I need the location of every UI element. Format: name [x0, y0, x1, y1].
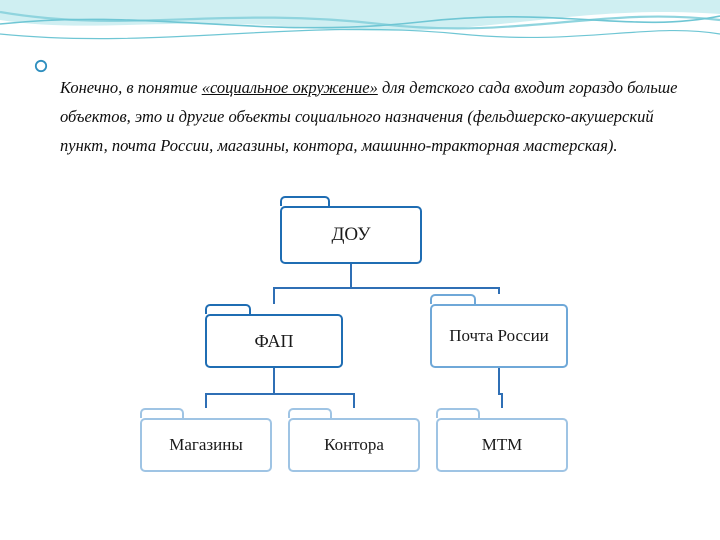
node-shop: Магазины: [140, 418, 272, 472]
connector-segment: [501, 394, 503, 408]
connector-segment: [350, 264, 352, 288]
node-office: Контора: [288, 418, 420, 472]
node-post: Почта России: [430, 304, 568, 368]
node-tab-office: [288, 408, 332, 418]
hierarchy-diagram: ДОУ ФАП Почта России Магазины Контора МТМ: [0, 196, 720, 536]
para-prefix: Конечно, в понятие: [60, 78, 202, 97]
connector-segment: [353, 394, 355, 408]
para-underlined: «социальное окружение»: [202, 78, 378, 97]
connector-segment: [273, 288, 275, 304]
bullet-paragraph: Конечно, в понятие «социальное окружение…: [34, 56, 680, 176]
node-fap: ФАП: [205, 314, 343, 368]
bullet-icon: [34, 59, 48, 73]
connector-segment: [273, 368, 275, 394]
node-tab-post: [430, 294, 476, 304]
connector-segment: [205, 394, 207, 408]
connector-segment: [498, 288, 500, 294]
node-root: ДОУ: [280, 206, 422, 264]
connector-segment: [498, 368, 500, 394]
connector-segment: [205, 393, 275, 395]
paragraph-text: Конечно, в понятие «социальное окружение…: [60, 73, 680, 160]
node-mtm: МТМ: [436, 418, 568, 472]
node-tab-root: [280, 196, 330, 206]
connector-segment: [273, 287, 352, 289]
node-tab-shop: [140, 408, 184, 418]
connector-segment: [273, 393, 355, 395]
node-tab-mtm: [436, 408, 480, 418]
connector-segment: [350, 287, 500, 289]
node-tab-fap: [205, 304, 251, 314]
